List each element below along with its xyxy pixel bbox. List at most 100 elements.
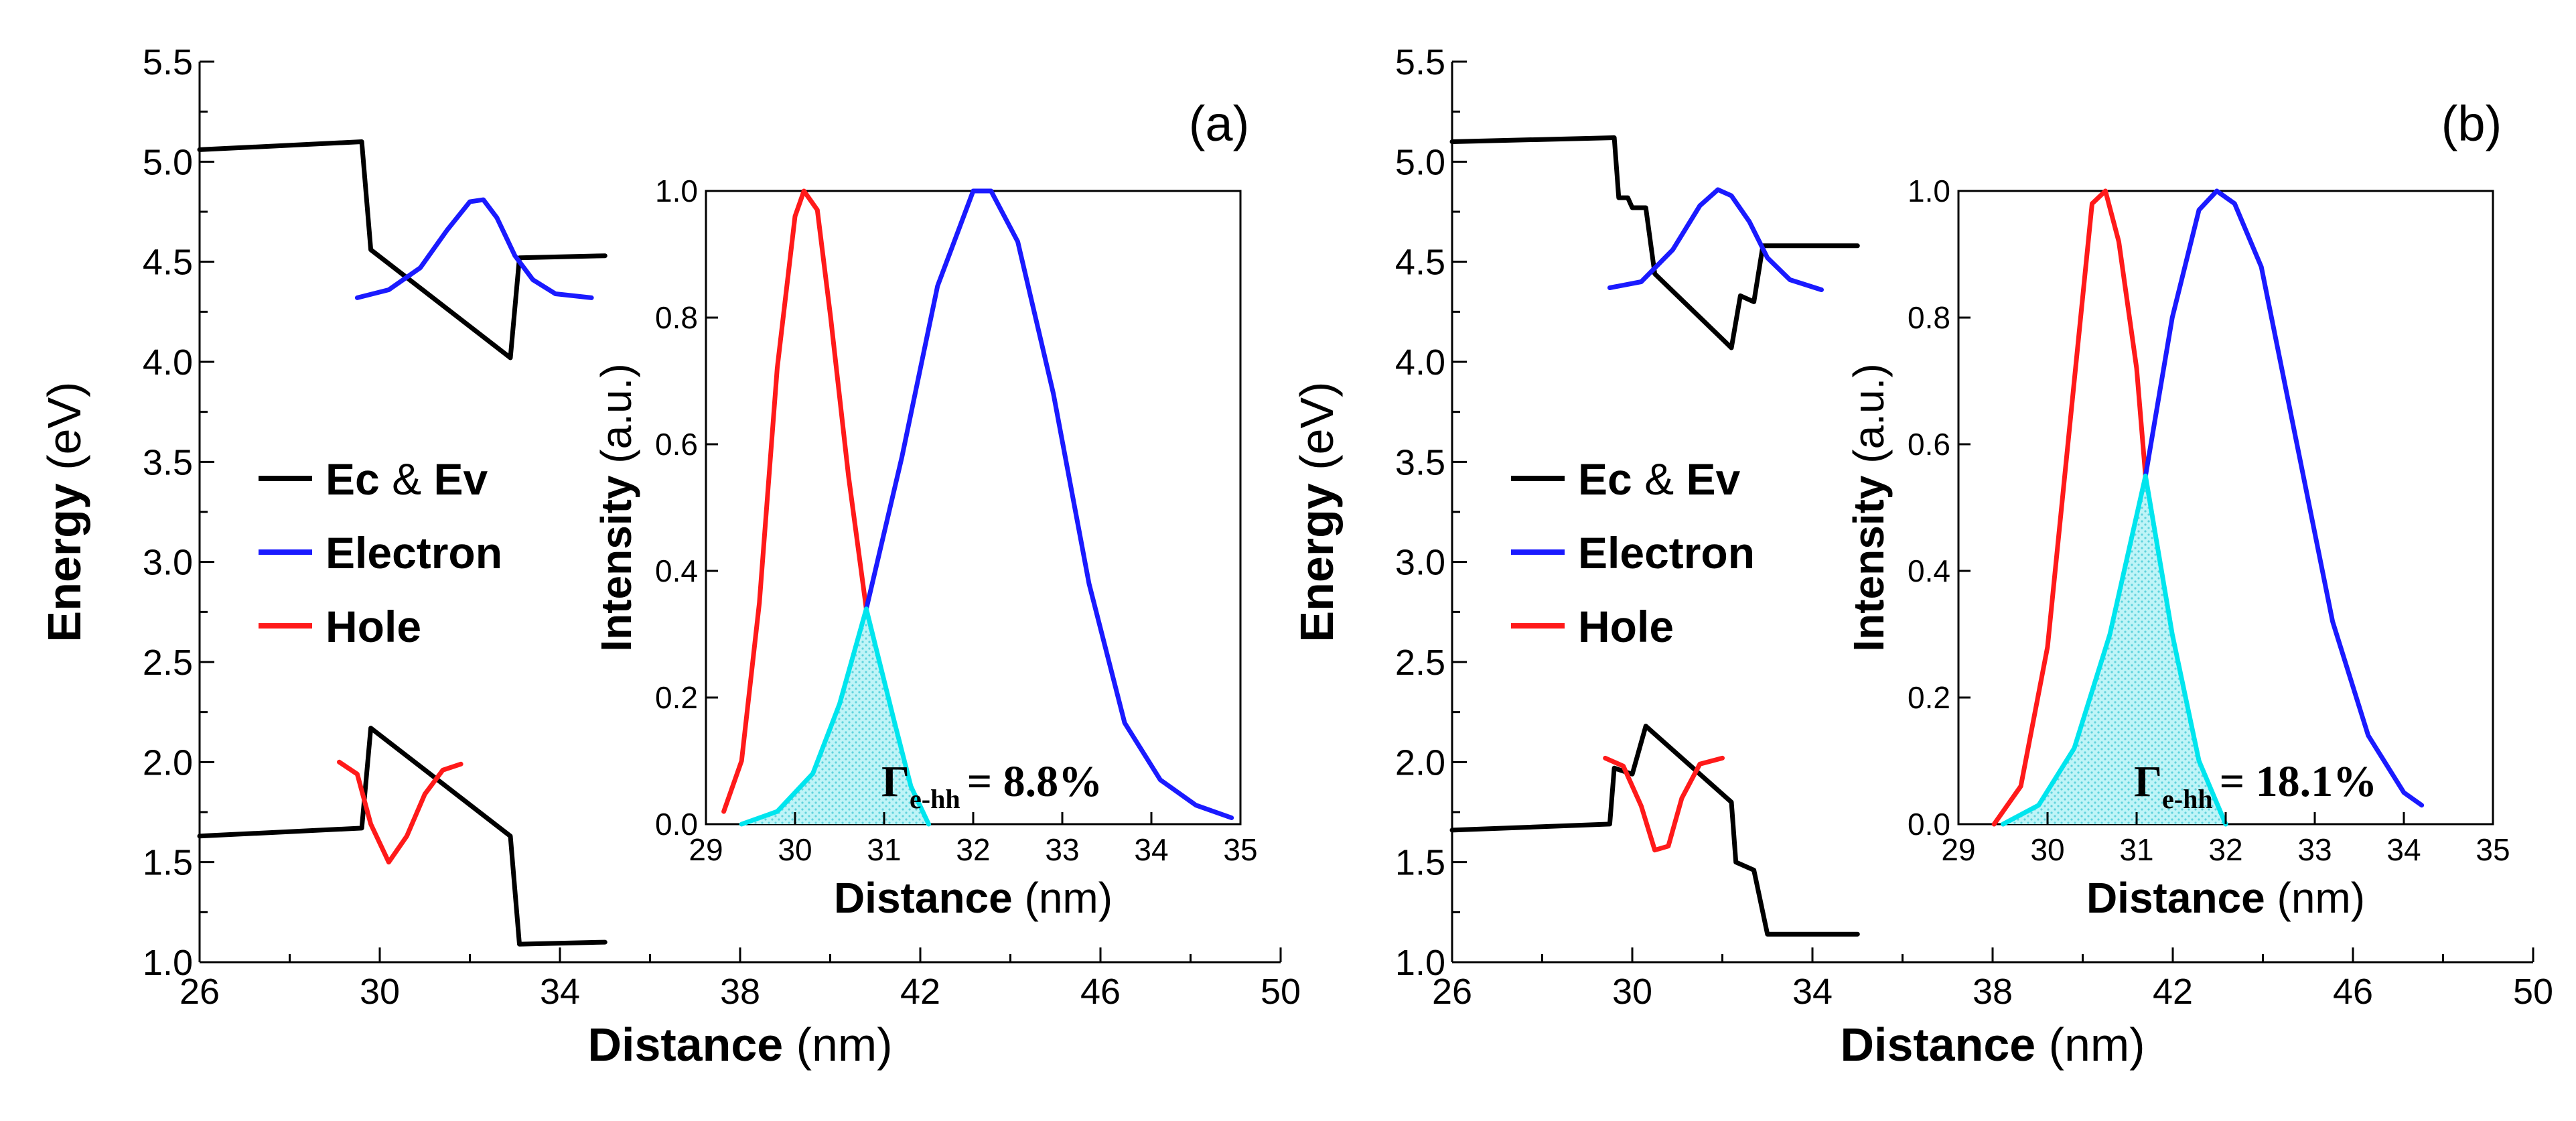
main-a-series-valence-band-line	[197, 726, 607, 947]
main-b-series-hole-line	[1603, 755, 1725, 853]
inset-x-tick-label: 29	[689, 832, 723, 867]
inset-x-axis-title-bold: Distance	[2086, 874, 2265, 922]
main-y-tick-label: 4.5	[143, 243, 193, 283]
inset-x-axis-title: Distance (nm)	[834, 874, 1113, 922]
inset-frame	[1957, 190, 2494, 826]
inset-frame	[705, 190, 1242, 826]
main-x-axis-title-bold: Distance	[587, 1018, 783, 1071]
main-x-tick-label: 34	[540, 972, 580, 1012]
main-a-series-hole-line	[337, 759, 463, 865]
panel-label: (b)	[2441, 96, 2502, 151]
inset-y-tick-label: 0.6	[1908, 427, 1950, 462]
main-y-tick-label: 4.0	[143, 342, 193, 383]
legend-label-bold: Hole	[326, 602, 421, 651]
main-x-tick-label: 26	[180, 972, 220, 1012]
inset-x-axis-title-unit: (nm)	[2265, 874, 2365, 922]
inset-x-tick-label: 29	[1941, 832, 1975, 867]
main-y-tick-label: 3.5	[143, 442, 193, 482]
inset-y-tick-label: 1.0	[1908, 174, 1950, 208]
main-x-tick-label: 46	[1080, 972, 1121, 1012]
inset-y-axis-title-unit: (a.u.)	[1845, 363, 1893, 475]
inset-y-axis-title: Intensity (a.u.)	[1845, 363, 1893, 651]
main-y-tick-label: 2.0	[1395, 742, 1445, 783]
legend-label-mid: &	[1632, 454, 1687, 504]
main-x-axis-title-unit: (nm)	[783, 1018, 892, 1071]
overlap-subscript: e-hh	[910, 784, 960, 814]
legend-label-bold2: Ev	[433, 454, 488, 504]
main-x-axis-title: Distance (nm)	[1840, 1018, 2145, 1071]
overlap-symbol: Γ	[881, 757, 910, 806]
panel-label: (a)	[1189, 96, 1249, 151]
inset-x-tick-label: 32	[956, 832, 990, 867]
inset-y-tick-label: 0.0	[1908, 807, 1950, 842]
main-x-tick-label: 34	[1792, 972, 1833, 1012]
inset-a-series-overlap-line	[739, 606, 931, 827]
inset-y-tick-label: 0.4	[1908, 553, 1950, 588]
main-x-tick-label: 46	[2333, 972, 2373, 1012]
main-y-tick-label: 1.0	[143, 943, 193, 983]
inset-y-tick-label: 1.0	[655, 174, 698, 208]
overlap-value: = 8.8%	[967, 757, 1103, 806]
main-y-tick-label: 1.0	[1395, 943, 1445, 983]
main-y-axis-title: Energy (eV)	[1291, 381, 1343, 642]
main-y-axis-title-unit: (eV)	[38, 381, 90, 483]
main-y-tick-label: 4.0	[1395, 342, 1445, 383]
main-x-tick-label: 50	[2513, 972, 2553, 1012]
inset-b-series-overlap-line	[2001, 473, 2228, 827]
inset-overlap-area	[2003, 476, 2226, 824]
legend-label: Ec & Ev	[326, 454, 488, 504]
inset-x-tick-label: 30	[2030, 832, 2064, 867]
inset-x-tick-label: 35	[2476, 832, 2510, 867]
main-x-tick-label: 42	[900, 972, 940, 1012]
inset-x-tick-label: 34	[2386, 832, 2421, 867]
main-x-axis-title: Distance (nm)	[587, 1018, 892, 1071]
main-x-tick-label: 30	[360, 972, 400, 1012]
main-y-axis-title: Energy (eV)	[38, 381, 90, 642]
inset-y-tick-label: 0.2	[655, 680, 698, 715]
overlap-subscript: e-hh	[2162, 784, 2213, 814]
overlap-symbol: Γ	[2134, 757, 2162, 806]
main-x-tick-label: 30	[1612, 972, 1652, 1012]
legend-label: Electron	[326, 528, 502, 578]
inset-x-tick-label: 30	[778, 832, 812, 867]
main-y-tick-label: 5.0	[143, 142, 193, 182]
inset-y-axis-title-bold: Intensity	[592, 475, 640, 652]
inset-a-series-hole-line	[721, 188, 869, 814]
inset-x-tick-label: 32	[2208, 832, 2242, 867]
main-y-tick-label: 2.5	[1395, 643, 1445, 683]
inset-x-axis-title: Distance (nm)	[2086, 874, 2365, 922]
main-x-tick-label: 50	[1261, 972, 1301, 1012]
inset-x-tick-label: 33	[1045, 832, 1079, 867]
main-b-series-electron-line	[1607, 187, 1824, 292]
inset-x-axis-title-bold: Distance	[834, 874, 1013, 922]
main-x-axis-title-bold: Distance	[1840, 1018, 2035, 1071]
main-y-tick-label: 5.5	[1395, 42, 1445, 82]
main-x-tick-label: 38	[720, 972, 760, 1012]
inset-y-axis-title: Intensity (a.u.)	[592, 363, 640, 651]
overlap-annotation: Γe-hh = 18.1%	[2134, 757, 2377, 814]
main-x-tick-label: 42	[2153, 972, 2193, 1012]
main-b-series-conduction-band-line	[1449, 135, 1860, 350]
inset-x-tick-label: 33	[2297, 832, 2332, 867]
inset-y-tick-label: 0.8	[655, 300, 698, 335]
legend-label-bold: Electron	[326, 528, 502, 578]
inset-b-series-hole-line	[1991, 188, 2148, 827]
main-y-tick-label: 5.5	[143, 42, 193, 82]
main-y-axis-title-bold: Energy	[1291, 483, 1343, 642]
main-y-tick-label: 3.0	[1395, 543, 1445, 583]
main-y-tick-label: 1.5	[1395, 843, 1445, 883]
inset-x-tick-label: 31	[867, 832, 901, 867]
main-a-series-conduction-band-line	[197, 139, 607, 360]
legend-label-bold: Ec	[1578, 454, 1632, 504]
inset-x-tick-label: 31	[2119, 832, 2153, 867]
inset-y-tick-label: 0.2	[1908, 680, 1950, 715]
legend-label-bold: Electron	[1578, 528, 1755, 578]
inset-y-tick-label: 0.4	[655, 553, 698, 588]
overlap-value: = 18.1%	[2220, 757, 2378, 806]
main-a-series-electron-line	[354, 197, 594, 300]
main-y-tick-label: 5.0	[1395, 142, 1445, 182]
legend-label: Ec & Ev	[1578, 454, 1740, 504]
legend-label-bold2: Ev	[1686, 454, 1740, 504]
main-x-axis-title-unit: (nm)	[2035, 1018, 2145, 1071]
